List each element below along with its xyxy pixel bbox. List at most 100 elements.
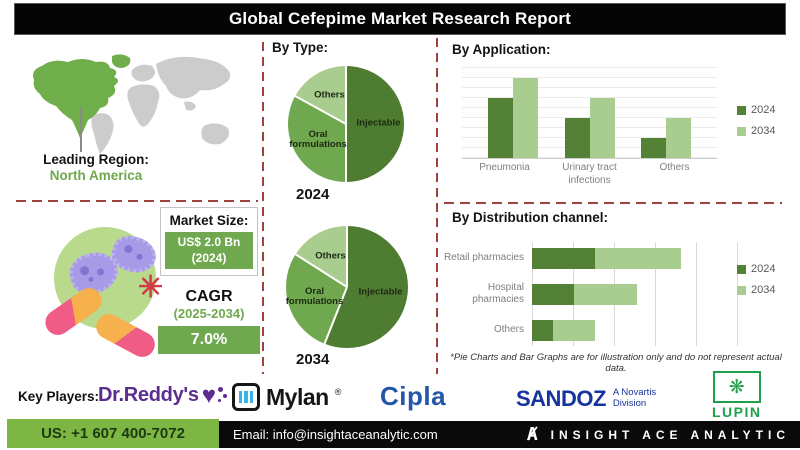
bar-retail-pharmacies-2034 (595, 247, 682, 269)
pie-slice-label-injectable: Injectable (358, 286, 403, 298)
legend-label-2034: 2034 (751, 125, 776, 137)
footer-brand: Ⱥ INSIGHT ACE ANALYTIC (526, 423, 800, 445)
sandoz-novartis-subtext: A Novartis Division (612, 387, 657, 409)
dr-reddys-heart-icon: ♥ (202, 383, 227, 407)
legend-item-2034: 2034 (737, 284, 775, 296)
footer-phone-bar: US: +1 607 400-7072 (7, 419, 219, 448)
pharma-illustration: ✳ (38, 213, 223, 371)
footer-phone: US: +1 607 400-7072 (41, 425, 185, 442)
by-distribution-heading: By Distribution channel: (452, 210, 609, 225)
bar-urinary-tract-infections-2034 (589, 98, 615, 158)
divider-vertical-right (436, 38, 438, 374)
dr-reddys-logo: Dr.Reddy's ♥ (98, 383, 227, 407)
divider-vertical-left (262, 42, 264, 374)
pie-year-label-2034: 2034 (296, 351, 330, 368)
application-bar-chart (462, 66, 717, 159)
pie-slice-label-oral-formulations: Oral formulations (285, 285, 344, 308)
cipla-logo: Cipla (380, 381, 446, 412)
report-title: Global Cefepime Market Research Report (228, 9, 572, 28)
legend-swatch-2034 (737, 285, 746, 295)
bar-track-others (532, 319, 742, 341)
cipla-logo-text: Cipla (380, 381, 447, 411)
by-type-pie-2034: Injectable Oral formulations Others (286, 226, 408, 348)
lupin-plant-icon: ❋ (712, 371, 761, 403)
cagr-card: CAGR (2025-2034) 7.0% (158, 288, 260, 354)
legend-label-2034: 2034 (751, 284, 776, 296)
virus-icon: ✳ (138, 271, 164, 304)
lupin-logo: ❋ LUPIN (712, 371, 762, 420)
legend-swatch-2034 (737, 126, 746, 136)
bar-others-2024 (532, 319, 553, 341)
by-type-pie-2024: Injectable Oral formulations Others (288, 66, 404, 182)
leading-region-label: Leading Region: (43, 152, 149, 167)
cagr-label: CAGR (185, 288, 233, 305)
bar-urinary-tract-infections-2024 (564, 117, 590, 158)
category-label-pneumonia: Pneumonia (479, 162, 530, 173)
distribution-bar-chart: Retail pharmacies Hospital pharmacies Othe… (440, 240, 742, 348)
north-america-region (33, 59, 118, 138)
divider-horizontal-left (16, 200, 258, 202)
bar-track-retail-pharmacies (532, 247, 742, 269)
report-title-bar: Global Cefepime Market Research Report (14, 3, 786, 35)
bar-track-hospital-pharmacies (532, 283, 742, 305)
pie-slice-label-others: Others (314, 89, 345, 101)
bar-pneumonia-2034 (513, 77, 539, 158)
disclaimer-footnote: *Pie Charts and Bar Graphs are for illus… (450, 352, 782, 374)
by-type-heading: By Type: (272, 40, 329, 55)
legend-item-2024: 2024 (737, 104, 775, 116)
legend-item-2024: 2024 (737, 263, 775, 275)
footer-contact-bar: Email: info@insightaceanalytic.com Ⱥ INS… (219, 421, 800, 448)
distribution-legend: 2024 2034 (737, 263, 775, 296)
bar-pneumonia-2024 (488, 98, 514, 158)
pie-slice-label-others: Others (315, 250, 346, 262)
legend-label-2024: 2024 (751, 263, 776, 275)
bar-others-2034 (553, 319, 595, 341)
key-players-label: Key Players: (18, 389, 100, 404)
pie-year-label-2024: 2024 (296, 186, 330, 203)
category-label-retail-pharmacies: Retail pharmacies (443, 251, 524, 263)
footer-email: Email: info@insightaceanalytic.com (233, 427, 438, 442)
region-pointer-line (80, 108, 82, 152)
bar-row-others: Others (440, 312, 742, 348)
bar-group-urinary-tract-infections (564, 66, 615, 158)
world-map (33, 54, 231, 154)
bar-others-2024 (640, 137, 666, 158)
cagr-value-badge: 7.0% (158, 326, 260, 354)
bar-group-pneumonia (488, 66, 539, 158)
mylan-logo: Mylan ® (232, 383, 341, 411)
insight-ace-logo-icon: Ⱥ (526, 423, 538, 445)
bar-group-others (640, 66, 691, 158)
category-label-hospital-pharmacies: Hospital pharmacies (472, 281, 524, 306)
bar-row-hospital-pharmacies: Hospital pharmacies (440, 276, 742, 312)
category-label-urinary-tract-infections: Urinary tract infections (562, 162, 617, 186)
lupin-logo-text: LUPIN (712, 404, 762, 420)
divider-horizontal-right (444, 202, 782, 204)
mylan-logo-text: Mylan (266, 383, 329, 410)
application-category-axis: Pneumonia Urinary tract infections Others (462, 162, 717, 187)
legend-swatch-2024 (737, 264, 746, 274)
insight-ace-brand-text: INSIGHT ACE ANALYTIC (550, 427, 790, 442)
legend-item-2034: 2034 (737, 125, 775, 137)
market-size-card: Market Size: US$ 2.0 Bn (2024) (160, 207, 258, 277)
mylan-logo-icon (232, 383, 260, 411)
sandoz-logo-text: SANDOZ (516, 386, 606, 411)
bar-retail-pharmacies-2024 (532, 247, 595, 269)
leading-region-value: North America (49, 168, 143, 183)
legend-swatch-2024 (737, 105, 746, 115)
bar-others-2034 (665, 117, 691, 158)
registered-mark-icon: ® (334, 387, 342, 397)
pie-slice-separator (345, 66, 347, 124)
legend-label-2024: 2024 (751, 104, 776, 116)
sandoz-logo: SANDOZ A Novartis Division (516, 386, 656, 412)
application-legend: 2024 2034 (737, 104, 775, 137)
pie-slice-label-oral-formulations: Oral formulations (289, 128, 347, 151)
market-size-label: Market Size: (169, 213, 249, 228)
market-size-value: US$ 2.0 Bn (177, 235, 241, 249)
pie-slice-separator (346, 226, 348, 287)
bar-hospital-pharmacies-2034 (574, 283, 637, 305)
pie-slice-label-injectable: Injectable (356, 117, 401, 129)
cagr-period: (2025-2034) (173, 306, 245, 321)
bar-row-retail-pharmacies: Retail pharmacies (440, 240, 742, 276)
market-size-value-badge: US$ 2.0 Bn (2024) (165, 232, 253, 270)
